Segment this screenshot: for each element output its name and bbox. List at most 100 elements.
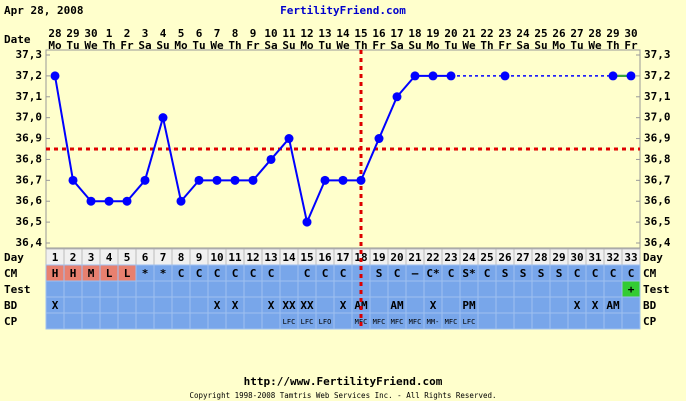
table-cell-text: X <box>430 299 437 312</box>
table-cell-text: X <box>592 299 599 312</box>
row-label: CM <box>4 267 18 280</box>
x-tick-label: 3 <box>142 27 149 40</box>
table-cell <box>315 296 335 314</box>
weekday-label: Th <box>606 39 619 52</box>
table-cell-text: S <box>520 267 527 280</box>
weekday-label: Mo <box>48 39 62 52</box>
table-cell <box>513 296 533 314</box>
y-tick-label-right: 37,2 <box>644 69 671 82</box>
table-cell <box>333 312 353 330</box>
table-cell <box>99 312 119 330</box>
x-tick-label: 13 <box>318 27 331 40</box>
table-cell <box>279 264 299 282</box>
table-cell-text: MFC <box>391 318 404 326</box>
x-tick-label: 16 <box>372 27 386 40</box>
y-tick-label: 37,2 <box>16 69 43 82</box>
table-cell <box>63 296 83 314</box>
table-cell <box>189 296 209 314</box>
point <box>248 175 258 185</box>
table-cell-text: C <box>304 267 311 280</box>
table-cell <box>477 312 497 330</box>
table-cell-text: AM <box>354 299 368 312</box>
table-cell-text: H <box>52 267 59 280</box>
table-cell <box>495 280 515 298</box>
table-cell <box>531 296 551 314</box>
table-cell <box>369 280 389 298</box>
x-tick-label: 28 <box>588 27 601 40</box>
table-cell-text: 22 <box>426 251 439 264</box>
weekday-label: Su <box>156 39 169 52</box>
table-cell-text: C <box>592 267 599 280</box>
table-cell-text: 24 <box>462 251 476 264</box>
y-tick-label: 36,4 <box>16 236 43 249</box>
table-cell-text: C <box>448 267 455 280</box>
table-cell-text: C <box>214 267 221 280</box>
point <box>374 134 384 144</box>
y-tick-label-right: 36,8 <box>644 152 671 165</box>
x-tick-label: 2 <box>124 27 131 40</box>
weekday-label: Th <box>228 39 241 52</box>
point <box>428 71 438 81</box>
row-label-right: CM <box>643 267 657 280</box>
table-cell <box>297 280 317 298</box>
table-cell <box>603 312 623 330</box>
table-cell-text: S <box>502 267 509 280</box>
point <box>122 196 132 206</box>
table-cell <box>567 312 587 330</box>
table-cell-text: C <box>574 267 581 280</box>
weekday-label: Mo <box>174 39 188 52</box>
table-cell-text: 18 <box>354 251 367 264</box>
table-cell <box>531 280 551 298</box>
table-cell-text: + <box>628 283 635 296</box>
point <box>392 92 402 102</box>
table-cell-text: 27 <box>516 251 529 264</box>
point <box>158 113 168 123</box>
table-cell <box>513 280 533 298</box>
table-cell <box>171 312 191 330</box>
table-cell-text: C <box>178 267 185 280</box>
point <box>266 154 276 164</box>
table-cell-text: X <box>214 299 221 312</box>
weekday-label: Fr <box>120 39 134 52</box>
point <box>50 71 60 81</box>
table-cell-text: 19 <box>372 251 385 264</box>
weekday-label: Th <box>102 39 115 52</box>
table-cell-text: LFO <box>319 318 332 326</box>
table-cell <box>171 296 191 314</box>
point <box>140 175 150 185</box>
table-cell <box>153 312 173 330</box>
site-title: FertilityFriend.com <box>280 4 406 17</box>
weekday-label: Su <box>534 39 547 52</box>
table-cell-text: 10 <box>210 251 223 264</box>
table-cell-text: 13 <box>264 251 277 264</box>
table-cell-text: 9 <box>196 251 203 264</box>
table-cell-text: C <box>268 267 275 280</box>
table-cell <box>495 312 515 330</box>
table-cell <box>423 280 443 298</box>
table-cell-text: C <box>322 267 329 280</box>
x-tick-label: 1 <box>106 27 113 40</box>
table-cell-text: XX <box>300 299 314 312</box>
weekday-label: Tu <box>570 39 583 52</box>
weekday-label: We <box>84 39 98 52</box>
x-tick-label: 20 <box>444 27 457 40</box>
table-cell <box>63 280 83 298</box>
table-cell-text: 5 <box>124 251 131 264</box>
point <box>446 71 456 81</box>
table-cell-text: * <box>142 267 149 280</box>
table-cell-text: C <box>484 267 491 280</box>
table-cell <box>585 280 605 298</box>
weekday-label: We <box>588 39 602 52</box>
weekday-label: Fr <box>246 39 260 52</box>
table-cell-text: S* <box>462 267 475 280</box>
table-cell <box>153 296 173 314</box>
y-tick-label-right: 36,9 <box>644 132 671 145</box>
x-tick-label: 30 <box>84 27 97 40</box>
table-cell-text: 12 <box>246 251 259 264</box>
table-cell-text: L <box>124 267 131 280</box>
table-cell <box>315 280 335 298</box>
row-label-right: BD <box>643 299 657 312</box>
x-tick-label: 28 <box>48 27 61 40</box>
table-cell <box>387 280 407 298</box>
